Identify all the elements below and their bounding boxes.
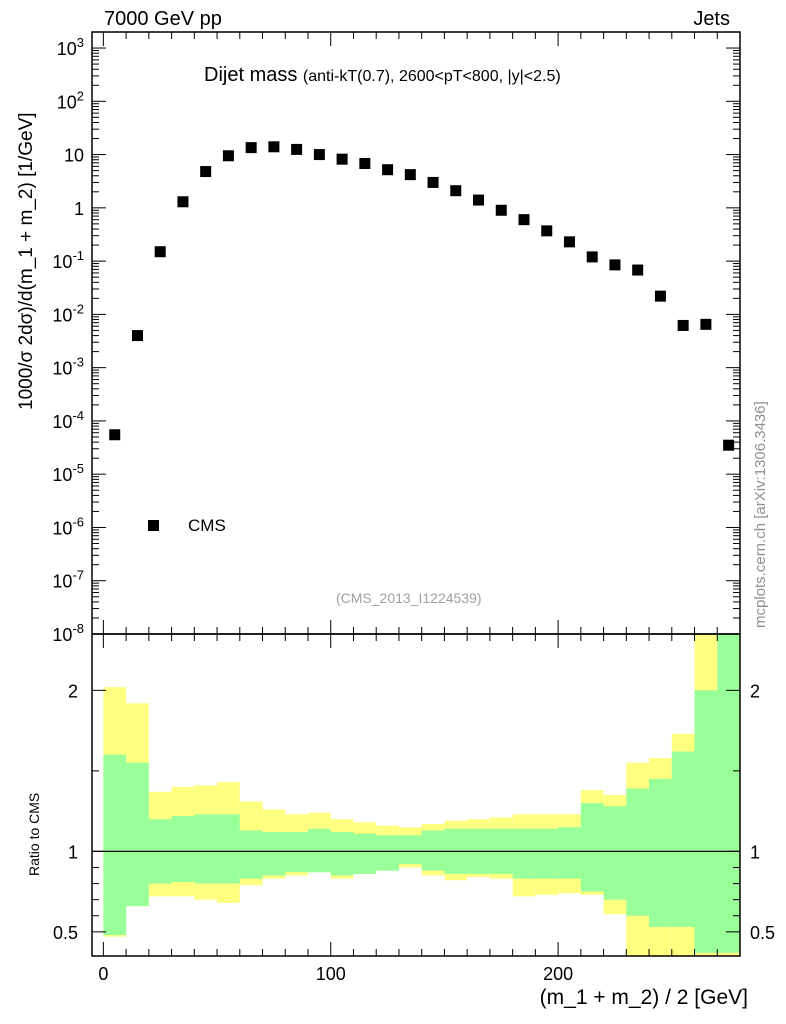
ratio-band-bin	[376, 835, 399, 871]
data-point	[563, 236, 575, 248]
ratio-bands	[103, 634, 740, 956]
y-tick-label: 10-4	[52, 408, 84, 432]
legend-marker	[148, 520, 159, 531]
x-tick-label: 100	[316, 964, 346, 984]
data-point	[654, 290, 666, 302]
data-point	[723, 439, 735, 451]
legend-label: CMS	[188, 516, 226, 535]
ratio-band-bin	[603, 806, 627, 900]
y-axis-label-main: 1000/σ 2dσ)/d(m_1 + m_2) [1/GeV]	[16, 112, 37, 410]
data-point	[313, 149, 325, 161]
plot-title-main: Dijet mass	[204, 64, 298, 86]
plot-frames	[91, 31, 741, 957]
x-axis-label: (m_1 + m_2) / 2 [GeV]	[539, 986, 748, 1009]
y-tick-label: 10-3	[52, 355, 84, 379]
ratio-band-bin	[649, 778, 672, 928]
side-label: mcplots.cern.ch [arXiv:1306.3436]	[752, 401, 769, 628]
ratio-band-bin	[171, 815, 195, 882]
ratio-band-bin	[262, 832, 286, 876]
y-tick-label: 10-8	[52, 621, 84, 645]
ratio-y-tick-label-right: 0.5	[750, 923, 775, 943]
ratio-band-bin	[330, 832, 354, 876]
data-point	[700, 318, 712, 330]
data-point	[154, 246, 166, 258]
ratio-band-bin	[626, 788, 650, 916]
y-axis-label-ratio: Ratio to CMS	[26, 792, 42, 876]
ratio-plot-frame	[91, 633, 741, 957]
axis-ticks: 10-810-710-610-510-410-310-210-111010210…	[52, 31, 775, 984]
y-tick-label: 1	[74, 199, 84, 219]
data-point	[541, 225, 553, 237]
data-point	[177, 196, 189, 208]
ratio-band-bin	[353, 833, 377, 874]
ratio-band-bin	[285, 832, 308, 873]
ratio-band-bin	[671, 751, 695, 928]
data-point	[109, 429, 121, 441]
ratio-y-tick-label: 2	[68, 681, 78, 701]
ratio-band-bin	[580, 803, 604, 892]
ratio-band-bin	[194, 814, 218, 884]
data-point	[677, 319, 689, 331]
ratio-y-tick-label: 0.5	[53, 923, 78, 943]
ratio-band-bin	[558, 827, 581, 879]
ratio-band-bin	[535, 828, 559, 879]
data-markers	[109, 141, 735, 531]
y-tick-label: 102	[57, 88, 84, 112]
data-point	[495, 204, 507, 216]
ratio-band-bin	[717, 634, 740, 953]
ratio-band-bin	[308, 828, 331, 873]
data-point	[245, 142, 257, 154]
x-tick-label: 0	[98, 964, 108, 984]
data-point	[404, 169, 416, 181]
ratio-band-bin	[694, 690, 718, 953]
ratio-y-tick-label-right: 2	[750, 681, 760, 701]
ratio-band-bin	[421, 830, 445, 871]
ratio-band-bin	[398, 835, 422, 865]
y-tick-label: 10-7	[52, 568, 84, 592]
y-tick-label: 10-2	[52, 301, 84, 325]
ratio-band-bin	[103, 754, 127, 936]
data-point	[200, 166, 212, 178]
ratio-band-bin	[512, 828, 536, 879]
y-tick-label: 10-5	[52, 461, 84, 485]
process-label: Jets	[693, 8, 730, 30]
y-tick-label: 10-6	[52, 514, 84, 538]
ratio-band-bin	[239, 830, 263, 879]
ratio-y-tick-label-right: 1	[750, 842, 760, 862]
energy-label: 7000 GeV pp	[104, 8, 222, 30]
y-tick-label: 10	[64, 146, 84, 166]
plot-title: Dijet mass (anti-kT(0.7), 2600<pT<800, |…	[204, 64, 561, 87]
x-tick-label: 200	[543, 964, 573, 984]
data-point	[291, 143, 303, 155]
ratio-y-tick-label: 1	[68, 842, 78, 862]
data-point	[382, 164, 394, 176]
main-plot-frame	[91, 31, 741, 635]
data-point	[632, 264, 644, 276]
data-point	[222, 150, 234, 162]
data-point	[268, 141, 280, 153]
data-point	[450, 185, 462, 197]
plot-title-sub: (anti-kT(0.7), 2600<pT<800, |y|<2.5)	[302, 68, 561, 85]
data-point	[427, 176, 439, 188]
data-point	[586, 251, 598, 263]
ratio-band-bin	[126, 762, 149, 907]
y-tick-label: 10-1	[52, 248, 84, 272]
ratio-band-bin	[217, 814, 240, 884]
data-point	[609, 259, 621, 271]
data-point	[473, 194, 485, 206]
data-point	[518, 214, 530, 226]
data-point	[359, 157, 371, 169]
y-tick-label: 103	[57, 35, 84, 59]
data-point	[336, 153, 348, 165]
analysis-id: (CMS_2013_I1224539)	[336, 590, 482, 606]
data-point	[131, 330, 143, 342]
